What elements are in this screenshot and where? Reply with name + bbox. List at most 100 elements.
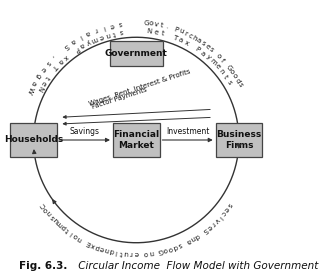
Text: l: l <box>78 34 83 40</box>
Text: v: v <box>154 21 159 28</box>
Text: r: r <box>130 250 133 256</box>
Text: m: m <box>55 219 64 228</box>
Text: u: u <box>52 216 60 224</box>
Text: ,: , <box>51 53 56 59</box>
Text: c: c <box>187 32 193 39</box>
Text: G: G <box>225 64 233 72</box>
Text: i: i <box>217 214 223 220</box>
Text: Business
Firms: Business Firms <box>216 130 261 150</box>
Text: o: o <box>72 232 79 239</box>
Text: Investment: Investment <box>166 127 209 136</box>
Text: x: x <box>183 39 190 46</box>
Text: Households: Households <box>4 136 63 144</box>
Text: Government: Government <box>105 49 168 58</box>
Text: o: o <box>149 20 154 27</box>
Text: Savings: Savings <box>70 127 100 136</box>
Text: G: G <box>143 20 150 26</box>
Text: T: T <box>172 34 178 41</box>
Text: u: u <box>178 28 184 35</box>
Text: o: o <box>167 245 173 252</box>
Text: u: u <box>124 250 129 256</box>
Text: n: n <box>104 246 110 253</box>
Text: d: d <box>234 77 241 84</box>
Text: s: s <box>119 29 123 35</box>
Text: s: s <box>118 20 122 27</box>
Text: r: r <box>93 27 98 33</box>
Text: e: e <box>39 79 47 86</box>
Text: t: t <box>160 31 164 37</box>
Text: e: e <box>134 250 138 256</box>
Text: C: C <box>40 201 47 209</box>
Text: a: a <box>30 80 37 86</box>
Text: a: a <box>177 36 184 44</box>
Text: y: y <box>85 38 91 45</box>
Text: W: W <box>26 86 34 95</box>
Text: o: o <box>228 68 236 75</box>
Text: d: d <box>109 247 115 254</box>
Text: P: P <box>194 46 201 53</box>
Text: o: o <box>163 246 168 253</box>
Text: s: s <box>177 241 182 248</box>
Text: n: n <box>46 209 53 216</box>
Text: s: s <box>225 202 233 208</box>
Text: r: r <box>183 30 188 37</box>
Text: s: s <box>200 40 206 47</box>
Text: P: P <box>73 45 80 52</box>
Text: S: S <box>63 42 70 49</box>
FancyBboxPatch shape <box>113 123 160 157</box>
Text: s: s <box>49 213 56 220</box>
FancyBboxPatch shape <box>110 41 163 66</box>
Text: a: a <box>70 37 77 45</box>
Text: p: p <box>60 223 67 231</box>
Text: S: S <box>202 226 209 234</box>
Text: t: t <box>160 22 164 29</box>
Text: h: h <box>191 34 198 42</box>
Text: d: d <box>172 243 178 250</box>
Text: a: a <box>56 58 64 65</box>
Text: e: e <box>153 29 159 36</box>
Text: g: g <box>34 72 42 79</box>
Text: o: o <box>231 73 239 80</box>
Text: p: p <box>94 243 100 250</box>
Text: c: c <box>219 209 226 216</box>
Text: s: s <box>208 46 214 53</box>
Text: e: e <box>206 223 213 230</box>
Text: a: a <box>185 237 192 244</box>
Text: P: P <box>173 26 179 33</box>
Text: e: e <box>98 33 104 40</box>
Text: n: n <box>76 234 83 242</box>
Text: o: o <box>144 250 149 256</box>
Text: m: m <box>90 35 99 43</box>
Text: m: m <box>208 57 217 66</box>
Text: Factor Payments: Factor Payments <box>91 87 148 110</box>
Text: t: t <box>64 227 70 233</box>
Text: v: v <box>213 217 220 224</box>
Text: Financial
Market: Financial Market <box>113 130 159 150</box>
Text: o: o <box>43 206 50 213</box>
Text: Circular Income  Flow Model with Government: Circular Income Flow Model with Governme… <box>75 261 318 271</box>
Text: N: N <box>36 85 43 92</box>
Text: a: a <box>200 50 207 57</box>
Text: i: i <box>69 230 74 236</box>
Text: .: . <box>165 23 168 30</box>
Text: i: i <box>115 249 118 255</box>
Text: Wages, Rent, Interest & Profits: Wages, Rent, Interest & Profits <box>88 69 191 107</box>
Text: Fig. 6.3.: Fig. 6.3. <box>19 261 67 271</box>
Text: t: t <box>120 249 123 256</box>
Text: t: t <box>44 74 50 80</box>
Text: y: y <box>205 54 211 61</box>
Text: n: n <box>104 31 111 38</box>
Text: s: s <box>45 59 51 66</box>
Text: e: e <box>204 43 211 50</box>
FancyBboxPatch shape <box>216 123 262 157</box>
Text: e: e <box>109 22 114 29</box>
Text: t: t <box>222 74 228 80</box>
Text: e: e <box>39 66 46 73</box>
Text: s: s <box>237 82 243 88</box>
Text: E: E <box>85 239 91 246</box>
Text: a: a <box>85 29 91 37</box>
Text: r: r <box>210 220 216 227</box>
Text: n: n <box>218 68 225 75</box>
Text: a: a <box>79 41 85 48</box>
Text: e: e <box>99 245 105 252</box>
